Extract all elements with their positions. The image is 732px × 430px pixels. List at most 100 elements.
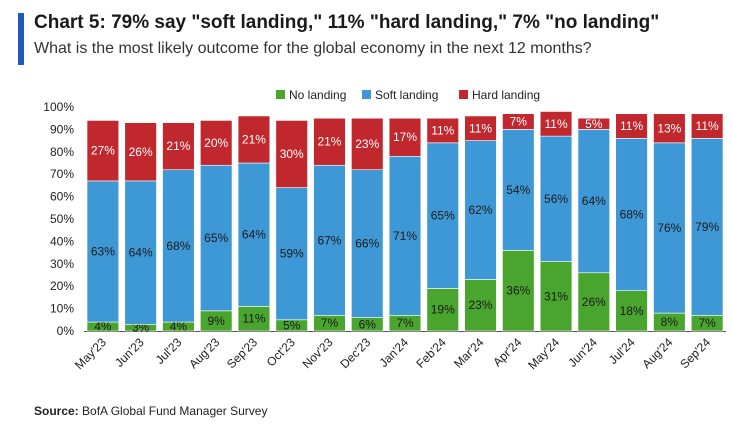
y-tick-label: 50% bbox=[50, 212, 74, 226]
x-tick-label: Sep'23 bbox=[224, 335, 260, 371]
data-label: 11% bbox=[469, 121, 492, 135]
data-label: 23% bbox=[355, 137, 379, 151]
data-label: 13% bbox=[657, 121, 681, 135]
bar-segment-hard-landing bbox=[426, 117, 459, 144]
x-tick-label: Dec'23 bbox=[337, 335, 373, 371]
data-label: 4% bbox=[170, 320, 188, 334]
data-label: 11% bbox=[620, 119, 643, 133]
y-tick-label: 30% bbox=[50, 257, 74, 271]
data-label: 64% bbox=[582, 194, 606, 208]
data-label: 27% bbox=[91, 144, 115, 158]
bar-segment-hard-landing bbox=[162, 122, 195, 171]
data-label: 21% bbox=[166, 139, 190, 153]
y-tick-label: 60% bbox=[50, 190, 74, 204]
bar-segment-hard-landing bbox=[539, 111, 573, 137]
bar-segment-soft-landing bbox=[237, 162, 271, 307]
bar-segment-soft-landing bbox=[388, 155, 422, 316]
data-label: 65% bbox=[204, 231, 228, 245]
data-label: 76% bbox=[657, 221, 681, 235]
bar-segment-hard-landing bbox=[124, 122, 157, 182]
bar-segment-no-landing bbox=[237, 306, 271, 332]
bar-segment-hard-landing bbox=[577, 117, 610, 130]
x-tick-label: Jul'23 bbox=[153, 335, 185, 367]
data-label: 64% bbox=[129, 246, 153, 260]
x-tick-label: Aug'24 bbox=[639, 335, 675, 371]
x-tick-label: Jan'24 bbox=[376, 335, 411, 370]
y-tick-label: 90% bbox=[50, 122, 74, 136]
data-label: 79% bbox=[695, 220, 719, 234]
bar-segment-soft-landing bbox=[464, 140, 497, 280]
data-label: 54% bbox=[506, 183, 530, 197]
bar-segment-soft-landing bbox=[615, 138, 648, 291]
data-label: 11% bbox=[696, 119, 719, 133]
data-label: 6% bbox=[359, 317, 377, 331]
bar-segment-hard-landing bbox=[464, 115, 497, 141]
data-label: 31% bbox=[544, 289, 568, 303]
x-tick-label: Jun'23 bbox=[112, 335, 147, 370]
bar-segment-hard-landing bbox=[690, 113, 724, 139]
y-tick-label: 80% bbox=[50, 145, 74, 159]
data-label: 63% bbox=[91, 244, 115, 258]
legend-label: No landing bbox=[289, 88, 346, 102]
legend-label: Soft landing bbox=[375, 88, 438, 102]
x-tick-label: Oct'23 bbox=[264, 335, 298, 369]
data-label: 11% bbox=[544, 117, 567, 131]
x-tick-label: May'24 bbox=[525, 335, 562, 372]
chart-title: Chart 5: 79% say "soft landing," 11% "ha… bbox=[34, 12, 660, 33]
bar-segment-hard-landing bbox=[275, 120, 308, 188]
bar-segment-soft-landing bbox=[653, 142, 686, 314]
data-label: 64% bbox=[242, 228, 266, 242]
legend-swatch bbox=[276, 90, 285, 99]
bar-segment-soft-landing bbox=[426, 142, 459, 289]
bar-segment-soft-landing bbox=[162, 169, 195, 323]
x-tick-label: May'23 bbox=[72, 335, 109, 372]
data-label: 5% bbox=[283, 318, 301, 332]
data-label: 59% bbox=[280, 247, 304, 261]
data-label: 21% bbox=[242, 132, 266, 146]
title-accent-bar bbox=[18, 13, 24, 65]
bar-segment-soft-landing bbox=[200, 164, 233, 312]
x-tick-label: Nov'23 bbox=[300, 335, 336, 371]
data-label: 30% bbox=[280, 147, 304, 161]
x-tick-label: Jun'24 bbox=[565, 335, 600, 370]
y-tick-label: 100% bbox=[43, 100, 74, 114]
data-label: 26% bbox=[129, 145, 153, 159]
bar-segment-hard-landing bbox=[388, 117, 422, 157]
data-label: 4% bbox=[94, 320, 112, 334]
bar-segment-hard-landing bbox=[502, 113, 535, 130]
data-label: 62% bbox=[469, 203, 493, 217]
x-tick-label: Feb'24 bbox=[413, 335, 449, 371]
data-label: 67% bbox=[317, 233, 341, 247]
x-tick-label: Jul'24 bbox=[606, 335, 638, 367]
legend-swatch bbox=[362, 90, 371, 99]
data-label: 17% bbox=[393, 130, 417, 144]
bar-segment-soft-landing bbox=[275, 187, 308, 321]
chart-subtitle: What is the most likely outcome for the … bbox=[34, 40, 592, 57]
data-label: 7% bbox=[698, 316, 716, 330]
x-tick-label: Mar'24 bbox=[451, 335, 487, 371]
bar-segment-no-landing bbox=[502, 250, 535, 332]
data-label: 9% bbox=[208, 314, 226, 328]
bar-segment-no-landing bbox=[464, 279, 497, 332]
data-label: 11% bbox=[431, 124, 454, 138]
data-label: 68% bbox=[620, 208, 644, 222]
y-tick-label: 70% bbox=[50, 167, 74, 181]
y-tick-label: 20% bbox=[50, 279, 74, 293]
stacked-bar-chart: 0% 10% 20% 30% 40% 50% 60% 70% 80% 90% 100% 4% 63% 27… bbox=[43, 88, 726, 372]
bar-segment-hard-landing bbox=[237, 115, 271, 164]
bar-segment-soft-landing bbox=[124, 180, 157, 325]
source-note: Source: BofA Global Fund Manager Survey bbox=[34, 404, 267, 418]
data-label: 19% bbox=[431, 303, 455, 317]
data-label: 68% bbox=[166, 239, 190, 253]
bar-segment-soft-landing bbox=[502, 129, 535, 251]
data-label: 26% bbox=[582, 295, 606, 309]
x-tick-label: Aug'23 bbox=[186, 335, 222, 371]
bar-segment-hard-landing bbox=[86, 120, 120, 182]
bar-segment-soft-landing bbox=[577, 129, 610, 274]
legend-label: Hard landing bbox=[472, 88, 540, 102]
data-label: 66% bbox=[355, 237, 379, 251]
x-tick-label: Sep'24 bbox=[677, 335, 713, 371]
bar-segment-hard-landing bbox=[653, 113, 686, 144]
data-label: 5% bbox=[585, 117, 603, 131]
bar-segment-soft-landing bbox=[86, 180, 120, 323]
